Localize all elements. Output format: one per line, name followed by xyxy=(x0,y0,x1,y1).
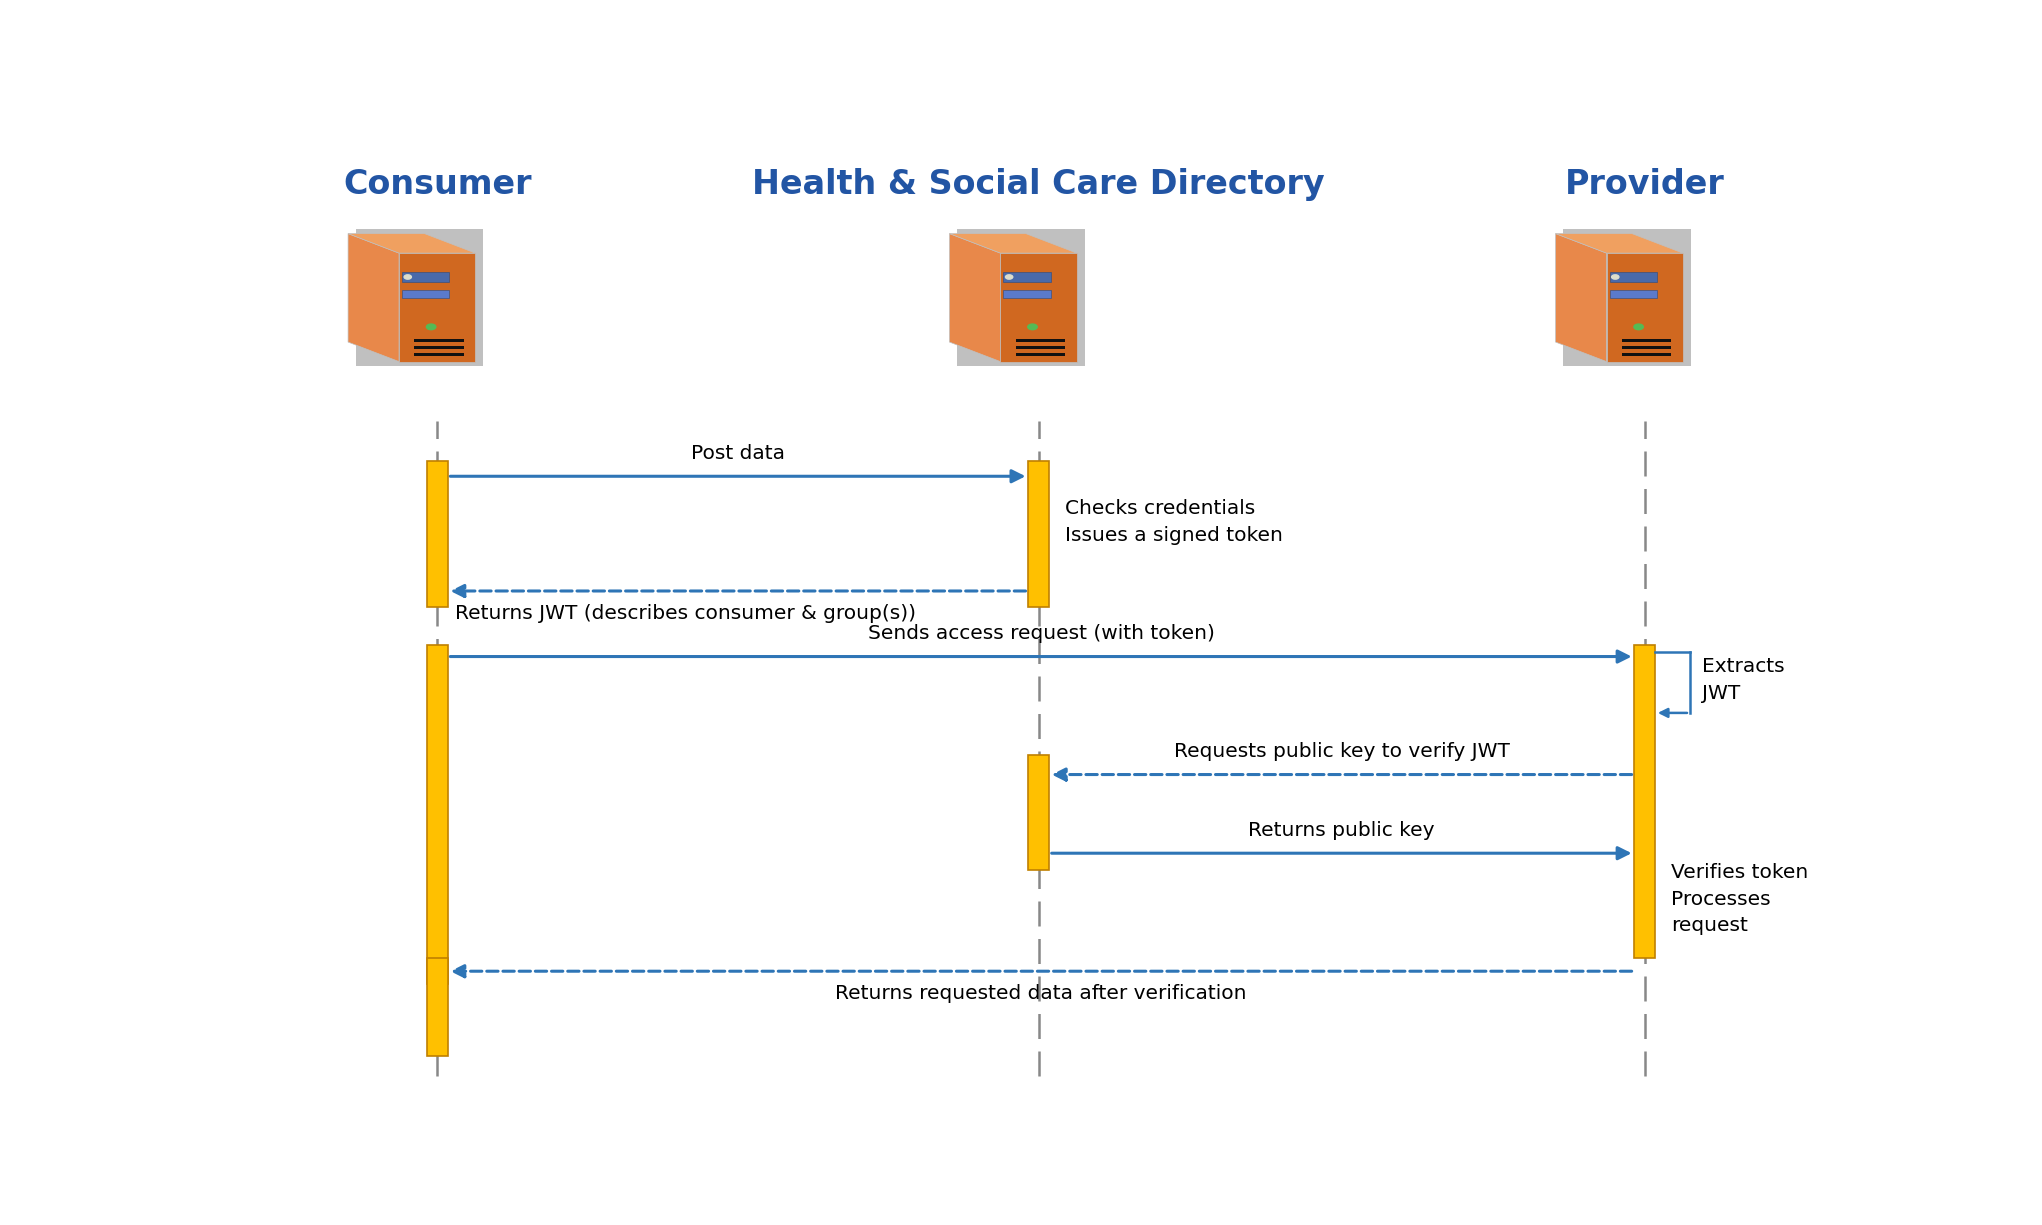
Polygon shape xyxy=(1556,234,1607,361)
Polygon shape xyxy=(1607,254,1683,361)
Text: Returns requested data after verification: Returns requested data after verificatio… xyxy=(835,985,1248,1003)
Bar xyxy=(427,958,447,1056)
Text: Post data: Post data xyxy=(690,443,784,463)
Circle shape xyxy=(1634,325,1644,330)
Polygon shape xyxy=(958,229,1084,366)
Circle shape xyxy=(1005,274,1013,279)
Bar xyxy=(1029,755,1050,870)
Text: Provider: Provider xyxy=(1564,168,1725,201)
Text: Returns public key: Returns public key xyxy=(1248,821,1436,840)
Bar xyxy=(1634,644,1654,958)
Polygon shape xyxy=(1556,234,1683,254)
Text: Verifies token
Processes
request: Verifies token Processes request xyxy=(1670,864,1807,935)
Circle shape xyxy=(427,325,435,330)
Polygon shape xyxy=(1003,272,1052,283)
Circle shape xyxy=(1611,274,1619,279)
Text: Extracts
JWT: Extracts JWT xyxy=(1703,657,1785,703)
Text: Requests public key to verify JWT: Requests public key to verify JWT xyxy=(1174,742,1509,762)
Text: Checks credentials
Issues a signed token: Checks credentials Issues a signed token xyxy=(1064,500,1282,545)
Bar xyxy=(1029,461,1050,608)
Text: Consumer: Consumer xyxy=(343,168,531,201)
Polygon shape xyxy=(1621,347,1672,349)
Polygon shape xyxy=(1015,353,1066,355)
Polygon shape xyxy=(347,234,476,254)
Polygon shape xyxy=(1003,290,1052,298)
Circle shape xyxy=(1027,325,1037,330)
Polygon shape xyxy=(1001,254,1076,361)
Text: Sends access request (with token): Sends access request (with token) xyxy=(868,625,1215,643)
Polygon shape xyxy=(415,347,464,349)
Polygon shape xyxy=(1621,353,1672,355)
Bar xyxy=(427,461,447,608)
Polygon shape xyxy=(1564,229,1691,366)
Polygon shape xyxy=(402,290,449,298)
Polygon shape xyxy=(355,229,484,366)
Bar xyxy=(427,644,447,985)
Text: Returns JWT (describes consumer & group(s)): Returns JWT (describes consumer & group(… xyxy=(455,604,917,624)
Text: Health & Social Care Directory: Health & Social Care Directory xyxy=(751,168,1325,201)
Polygon shape xyxy=(950,234,1001,361)
Polygon shape xyxy=(398,254,476,361)
Polygon shape xyxy=(950,234,1076,254)
Polygon shape xyxy=(347,234,398,361)
Polygon shape xyxy=(415,353,464,355)
Polygon shape xyxy=(1015,339,1066,342)
Polygon shape xyxy=(1609,290,1656,298)
Circle shape xyxy=(404,274,410,279)
Polygon shape xyxy=(415,339,464,342)
Polygon shape xyxy=(402,272,449,283)
Polygon shape xyxy=(1015,347,1066,349)
Polygon shape xyxy=(1621,339,1672,342)
Polygon shape xyxy=(1609,272,1656,283)
